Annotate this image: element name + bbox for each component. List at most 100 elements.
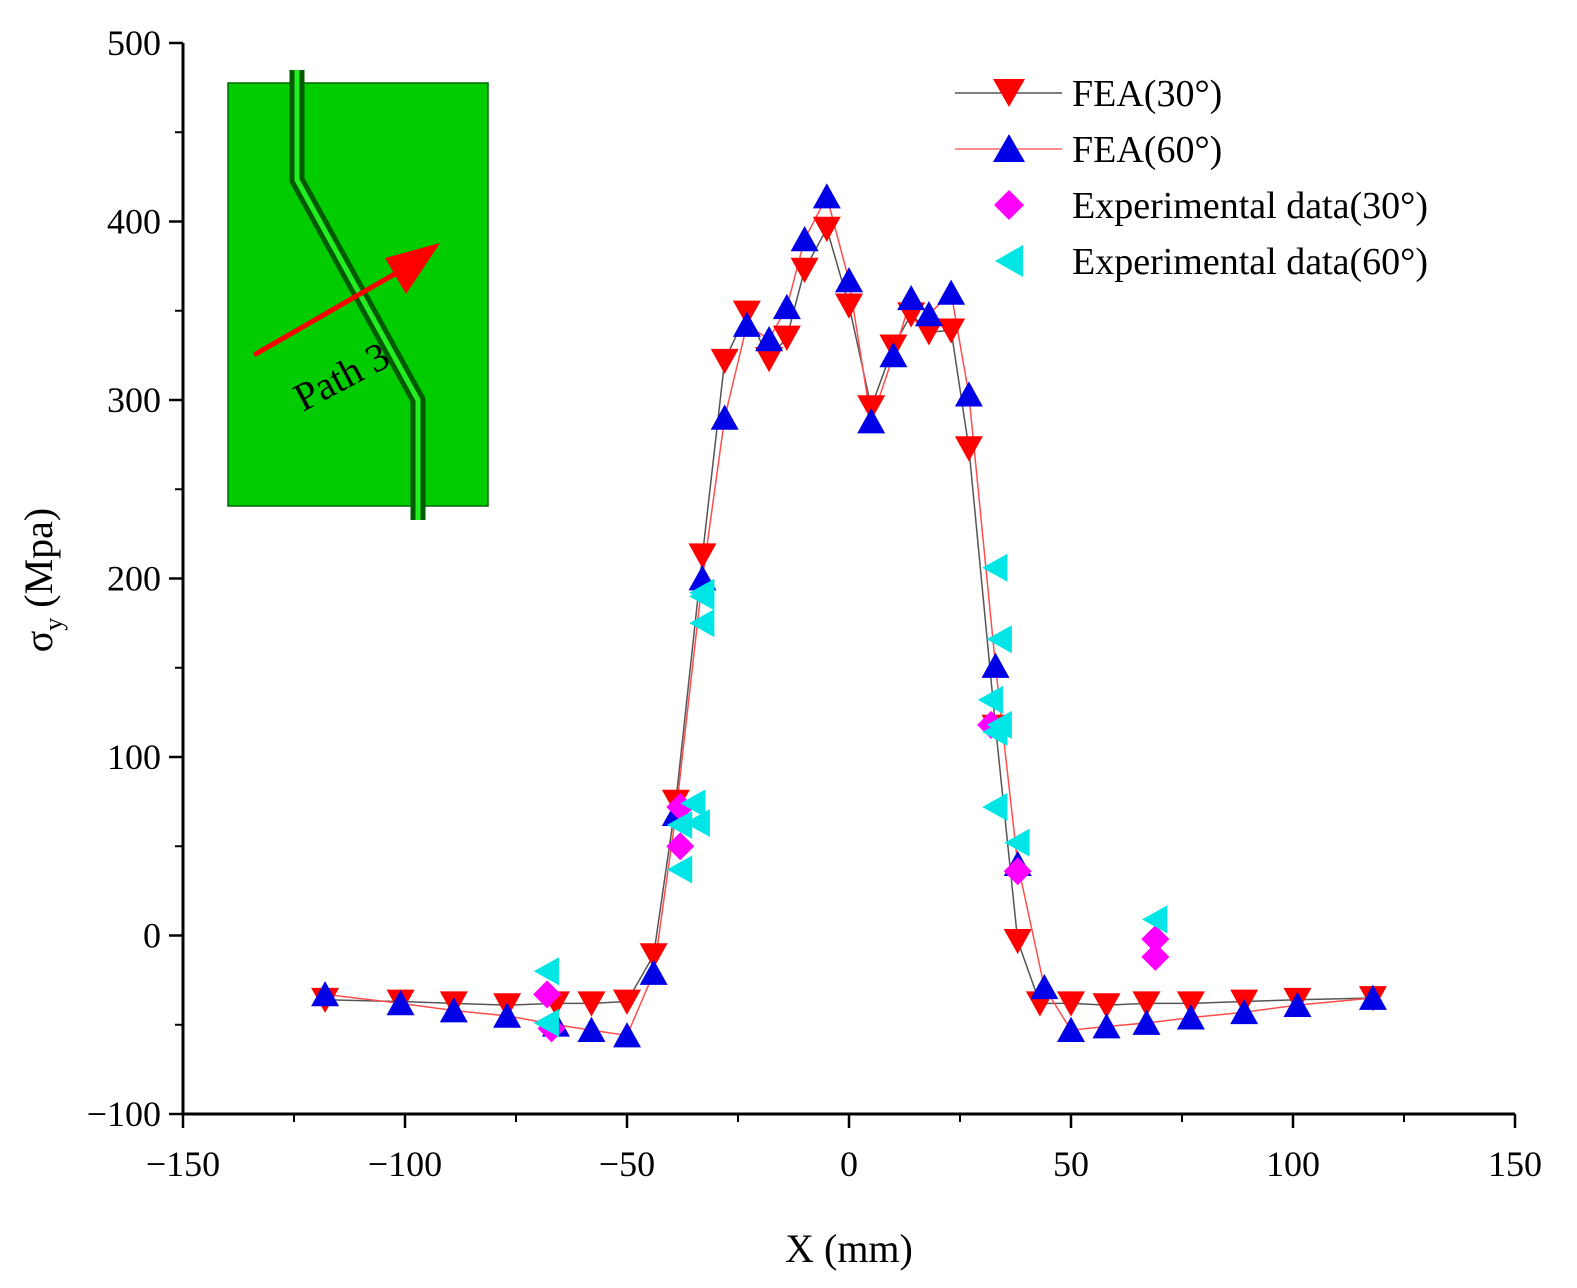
data-point-series-1 [1230, 998, 1259, 1025]
data-point-series-1 [577, 1016, 606, 1043]
data-point-series-0 [755, 347, 784, 373]
data-point-series-2 [1141, 942, 1170, 971]
y-axis-title-symbol: σ [16, 631, 61, 653]
data-point-series-1 [439, 997, 468, 1023]
legend-label-fea-30: FEA(30°) [1072, 73, 1222, 115]
legend-label-exp-30: Experimental data(30°) [1072, 185, 1428, 227]
x-tick-label: 100 [1266, 1144, 1320, 1184]
data-point-series-0 [772, 325, 801, 351]
legend: FEA(30°) FEA(60°) Experimental data(30°)… [955, 73, 1428, 283]
x-axis-title: X (mm) [785, 1226, 913, 1271]
data-point-series-2 [666, 832, 695, 861]
data-point-series-3 [1142, 905, 1168, 934]
inset-path-arrow-head [385, 243, 440, 294]
y-tick-label: 100 [107, 737, 161, 777]
y-axis-title-subscript: y [39, 618, 68, 631]
data-point-series-0 [937, 318, 966, 344]
data-point-series-1 [1092, 1013, 1121, 1039]
data-point-series-0 [1092, 993, 1121, 1019]
y-tick-label: 300 [107, 380, 161, 420]
data-point-series-3 [533, 1008, 559, 1037]
legend-label-fea-60: FEA(60°) [1072, 129, 1222, 171]
data-point-series-1 [897, 284, 926, 311]
data-point-series-0 [812, 216, 841, 242]
data-point-series-1 [879, 342, 908, 368]
data-point-series-1 [790, 226, 819, 252]
y-tick-label: 500 [107, 23, 161, 63]
x-tick-label: −150 [146, 1144, 220, 1184]
data-point-series-1 [1057, 1016, 1085, 1043]
legend-label-exp-60: Experimental data(60°) [1072, 241, 1428, 283]
data-point-series-3 [986, 710, 1012, 739]
x-tick-label: −100 [368, 1144, 442, 1184]
data-point-series-3 [1004, 828, 1030, 857]
data-point-series-0 [790, 257, 819, 283]
data-point-series-1 [493, 1002, 522, 1028]
legend-marker-exp-60 [995, 245, 1023, 277]
data-point-series-3 [982, 792, 1008, 821]
y-axis-title: σy (Mpa) [16, 508, 68, 653]
data-point-series-3 [680, 789, 706, 818]
data-point-series-0 [613, 989, 641, 1015]
data-point-series-3 [533, 957, 559, 986]
data-point-series-0 [914, 320, 943, 346]
data-point-series-3 [689, 609, 715, 638]
legend-marker-fea-30 [993, 79, 1025, 107]
data-point-series-1 [954, 381, 983, 407]
x-tick-label: 0 [840, 1144, 858, 1184]
data-point-series-1 [835, 267, 863, 293]
data-point-series-1 [937, 279, 966, 305]
data-point-series-1 [1283, 991, 1312, 1018]
data-point-series-3 [666, 810, 693, 839]
data-point-series-0 [1132, 991, 1161, 1017]
data-point-series-1 [812, 183, 841, 209]
data-point-series-0 [835, 293, 863, 319]
data-point-series-1 [1358, 984, 1387, 1010]
data-point-series-3 [689, 578, 715, 607]
data-point-series-0 [1003, 928, 1032, 955]
data-point-series-1 [755, 326, 784, 352]
y-tick-label: 200 [107, 559, 161, 599]
x-tick-label: 50 [1053, 1144, 1089, 1184]
x-ticks: −150 −100 −50 0 50 100 150 [146, 1114, 1542, 1184]
data-point-series-0 [710, 348, 739, 375]
data-point-series-1 [857, 408, 886, 434]
y-ticks: −100 0 100 200 300 400 500 [87, 23, 183, 1134]
data-point-series-0 [688, 543, 717, 569]
data-point-series-3 [982, 553, 1008, 582]
data-point-series-3 [684, 809, 710, 838]
data-point-series-3 [986, 625, 1012, 654]
data-point-series-3 [977, 685, 1003, 714]
legend-marker-exp-30 [994, 190, 1024, 220]
series-markers [311, 183, 1387, 1048]
y-tick-label: −100 [87, 1094, 161, 1134]
data-point-series-0 [1176, 991, 1205, 1017]
x-tick-label: 150 [1488, 1144, 1542, 1184]
data-point-series-1 [710, 404, 739, 430]
data-point-series-0 [639, 943, 668, 969]
data-point-series-2 [533, 980, 562, 1009]
y-axis-title-unit: (Mpa) [16, 508, 61, 608]
legend-marker-fea-60 [993, 134, 1025, 162]
data-point-series-1 [914, 301, 943, 327]
data-point-series-2 [1141, 925, 1170, 954]
data-point-series-1 [613, 1022, 641, 1048]
data-point-series-1 [1176, 1004, 1205, 1030]
inset-path-arrow-shaft [252, 265, 407, 358]
data-point-series-3 [666, 855, 693, 884]
y-axis-title-space [16, 608, 61, 618]
x-tick-label: −50 [599, 1144, 655, 1184]
y-tick-label: 0 [143, 916, 161, 956]
data-point-series-0 [857, 395, 886, 421]
data-point-series-1 [639, 959, 668, 985]
data-point-series-2 [1003, 857, 1032, 886]
data-point-series-0 [954, 436, 983, 462]
data-point-series-1 [732, 311, 761, 337]
data-point-series-1 [311, 981, 340, 1007]
data-point-series-0 [1057, 991, 1085, 1017]
inset-weld-seam-inner [294, 70, 421, 520]
data-point-series-1 [1030, 973, 1059, 1000]
data-point-series-1 [981, 652, 1010, 678]
axes: −150 −100 −50 0 50 100 150 −100 0 100 200 300 400 50… [87, 23, 1542, 1184]
